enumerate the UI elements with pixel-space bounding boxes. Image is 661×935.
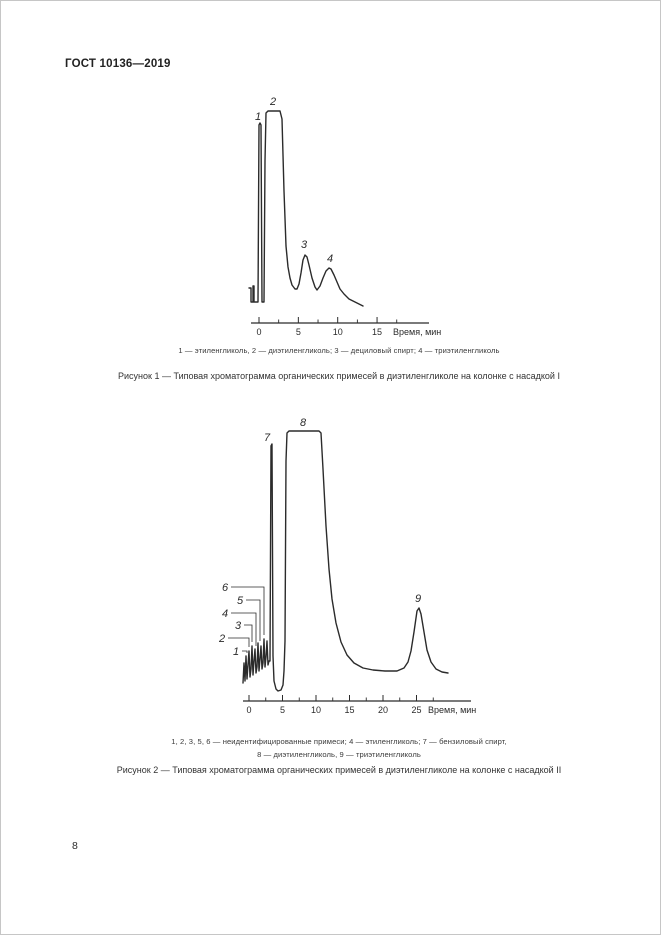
peak-label: 6 xyxy=(222,582,229,594)
peak-label: 1 xyxy=(255,111,261,123)
peak-label: 5 xyxy=(237,595,244,607)
peak-label: 3 xyxy=(235,620,242,632)
peak-leader-line xyxy=(244,624,253,642)
page-number: 8 xyxy=(72,840,78,852)
figure2-legend-line1: 1, 2, 3, 5, 6 — неидентифицированные при… xyxy=(171,737,507,746)
peak-leader-line xyxy=(228,637,250,647)
peak-label: 8 xyxy=(300,417,307,429)
x-axis-tick-label: 5 xyxy=(280,705,285,715)
peak-label: 4 xyxy=(327,253,333,265)
x-axis-tick-label: 10 xyxy=(311,705,321,715)
figure2-legend-line2: 8 — диэтиленгликоль, 9 — триэтиленгликол… xyxy=(257,750,421,759)
peak-leader-line xyxy=(231,586,265,635)
x-axis-tick-label: 0 xyxy=(246,705,251,715)
chromatogram-trace xyxy=(242,430,449,692)
figure1-legend: 1 — этиленгликоль, 2 — диэтиленгликоль; … xyxy=(178,346,500,355)
figure1-chromatogram: 0 5 10 15 Время, мин 12 3 4 xyxy=(248,96,441,337)
x-axis-tick-label: 10 xyxy=(333,327,343,337)
peak-leader-line xyxy=(231,612,257,646)
peak-label: 4 xyxy=(222,608,228,620)
x-axis-title: Время, мин xyxy=(428,705,476,715)
x-axis-tick-label: 15 xyxy=(372,327,382,337)
peak-label: 2 xyxy=(218,633,225,645)
peak-leader-line xyxy=(246,599,261,641)
peak-label: 7 xyxy=(264,432,271,444)
x-axis-tick-label: 15 xyxy=(344,705,354,715)
peak-label: 2 xyxy=(269,96,276,108)
peak-label: 1 xyxy=(233,646,239,658)
figure2-title: Рисунок 2 — Типовая хроматограмма органи… xyxy=(116,765,562,775)
peak-label: 9 xyxy=(415,593,421,605)
peak-leader-line xyxy=(242,650,248,653)
x-axis-tick-label: 0 xyxy=(256,327,261,337)
x-axis-title: Время, мин xyxy=(393,327,441,337)
x-axis-tick-label: 25 xyxy=(411,705,421,715)
x-axis-tick-label: 5 xyxy=(296,327,301,337)
figure1-title: Рисунок 1 — Типовая хроматограмма органи… xyxy=(118,371,560,381)
chromatogram-trace xyxy=(248,110,364,307)
x-axis-tick-label: 20 xyxy=(378,705,388,715)
document-header-standard-number: ГОСТ 10136—2019 xyxy=(65,58,171,70)
peak-label: 3 xyxy=(301,239,308,251)
